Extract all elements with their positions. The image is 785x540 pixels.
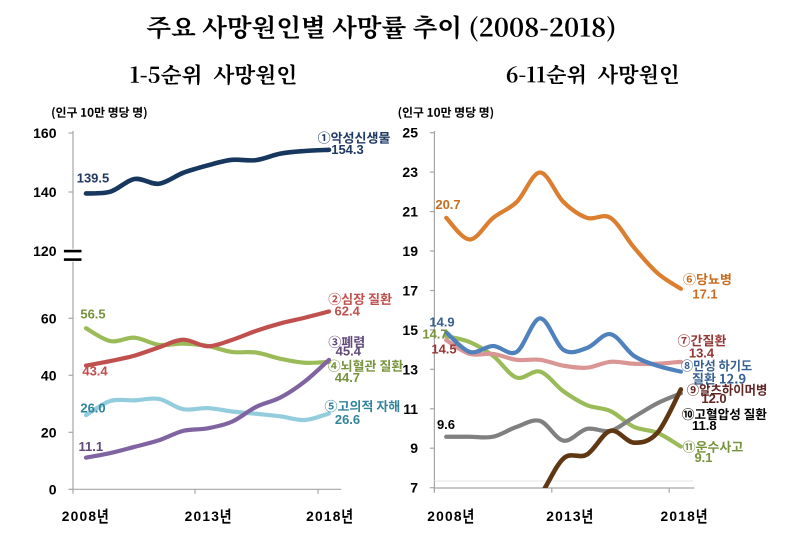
svg-text:2018: 2018 — [306, 509, 341, 524]
svg-text:2008: 2008 — [62, 509, 97, 524]
svg-text:14.5: 14.5 — [431, 342, 456, 357]
svg-text:20.7: 20.7 — [435, 197, 460, 212]
svg-text:14.9: 14.9 — [429, 314, 454, 329]
svg-text:160: 160 — [33, 125, 57, 141]
svg-text:9.6: 9.6 — [437, 417, 455, 432]
svg-text:154.3: 154.3 — [331, 142, 364, 157]
svg-text:13.4: 13.4 — [689, 345, 715, 360]
svg-text:12.0: 12.0 — [701, 391, 726, 406]
svg-text:17.1: 17.1 — [692, 287, 717, 302]
svg-text:62.4: 62.4 — [335, 304, 361, 319]
svg-text:2018: 2018 — [661, 509, 696, 524]
svg-text:21: 21 — [402, 204, 418, 220]
svg-text:56.5: 56.5 — [80, 307, 105, 322]
svg-text:2013: 2013 — [546, 509, 581, 524]
svg-text:17: 17 — [402, 283, 418, 299]
svg-text:60: 60 — [41, 310, 57, 326]
svg-text:7: 7 — [410, 480, 418, 496]
svg-text:9: 9 — [410, 440, 418, 456]
svg-text:2013: 2013 — [185, 509, 220, 524]
svg-text:26.6: 26.6 — [335, 412, 360, 427]
svg-text:11.8: 11.8 — [692, 418, 717, 433]
svg-text:23: 23 — [402, 164, 418, 180]
svg-text:15: 15 — [402, 322, 418, 338]
svg-text:26.0: 26.0 — [80, 401, 105, 416]
svg-text:43.4: 43.4 — [82, 363, 108, 378]
svg-text:20: 20 — [41, 424, 57, 440]
svg-text:9.1: 9.1 — [694, 450, 712, 465]
svg-text:25: 25 — [402, 125, 418, 141]
svg-text:13: 13 — [402, 361, 418, 377]
svg-text:44.7: 44.7 — [335, 370, 360, 385]
svg-text:139.5: 139.5 — [77, 170, 110, 185]
svg-text:45.4: 45.4 — [336, 344, 362, 359]
svg-text:140: 140 — [33, 184, 57, 200]
svg-text:11.1: 11.1 — [79, 439, 104, 454]
svg-text:120: 120 — [33, 243, 57, 259]
svg-text:40: 40 — [41, 367, 57, 383]
svg-text:0: 0 — [49, 481, 57, 497]
svg-text:11: 11 — [403, 401, 418, 417]
svg-text:19: 19 — [402, 243, 418, 259]
svg-text:14.7: 14.7 — [422, 326, 447, 341]
svg-text:2008: 2008 — [427, 509, 462, 524]
